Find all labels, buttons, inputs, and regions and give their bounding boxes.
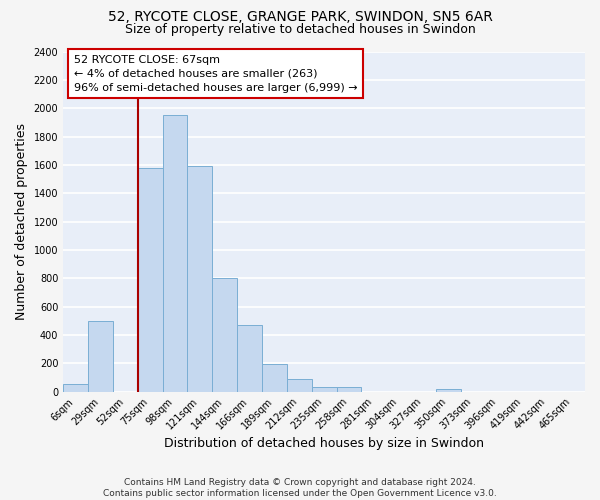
Bar bbox=[311, 386, 337, 392]
Bar bbox=[287, 379, 311, 392]
Bar bbox=[163, 116, 187, 392]
Y-axis label: Number of detached properties: Number of detached properties bbox=[15, 123, 28, 320]
Text: 52 RYCOTE CLOSE: 67sqm
← 4% of detached houses are smaller (263)
96% of semi-det: 52 RYCOTE CLOSE: 67sqm ← 4% of detached … bbox=[74, 55, 357, 93]
X-axis label: Distribution of detached houses by size in Swindon: Distribution of detached houses by size … bbox=[164, 437, 484, 450]
Bar bbox=[237, 325, 262, 392]
Bar bbox=[88, 321, 113, 392]
Bar bbox=[337, 388, 361, 392]
Text: Contains HM Land Registry data © Crown copyright and database right 2024.
Contai: Contains HM Land Registry data © Crown c… bbox=[103, 478, 497, 498]
Bar bbox=[138, 168, 163, 392]
Bar bbox=[436, 389, 461, 392]
Bar bbox=[63, 384, 88, 392]
Bar bbox=[187, 166, 212, 392]
Bar bbox=[262, 364, 287, 392]
Text: Size of property relative to detached houses in Swindon: Size of property relative to detached ho… bbox=[125, 22, 475, 36]
Bar bbox=[212, 278, 237, 392]
Text: 52, RYCOTE CLOSE, GRANGE PARK, SWINDON, SN5 6AR: 52, RYCOTE CLOSE, GRANGE PARK, SWINDON, … bbox=[107, 10, 493, 24]
